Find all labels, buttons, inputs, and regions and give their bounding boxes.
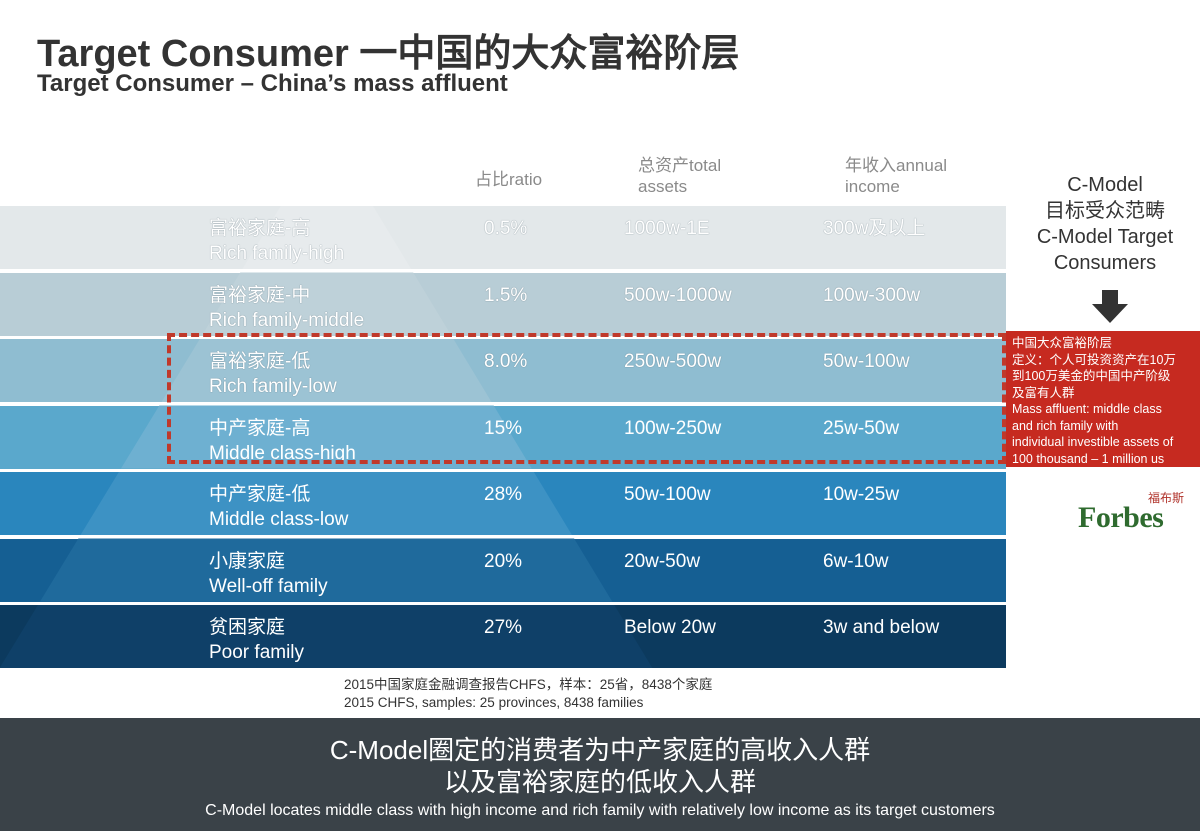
source-cn: 2015中国家庭金融调查报告CHFS，样本：25省，8438个家庭 [344,677,713,692]
page-subtitle: Target Consumer – China’s mass affluent [37,70,508,97]
row-label-en: Rich family-middle [209,309,365,331]
row-assets: 100w-250w [624,417,722,439]
forbes-logo-word: Forbes [1078,501,1164,534]
table-row: 富裕家庭-低 Rich family-low 8.0% 250w-500w 50… [0,339,1006,402]
pyramid-segment [201,272,452,336]
row-ratio: 20% [484,550,523,572]
row-label: 中产家庭-高 Middle class-high [209,416,356,466]
table-row: 中产家庭-高 Middle class-high 15% 100w-250w 2… [0,406,1006,469]
row-label-en: Middle class-low [209,509,349,530]
banner-line1: C-Model圈定的消费者为中产家庭的高收入人群 [329,735,871,765]
row-label-en: Poor family [209,642,305,663]
row-label: 贫困家庭 Poor family [209,615,304,665]
header-income: 年收入annual income [845,155,947,197]
row-ratio: 28% [484,484,523,505]
definition-line2: 定义：个人可投资资产在10万 [1012,352,1176,367]
row-ratio: 15% [484,417,523,439]
row-assets: 20w-50w [624,550,701,572]
row-label: 富裕家庭-高 Rich family-high [209,216,344,266]
row-label: 富裕家庭-中 Rich family-middle [209,283,364,333]
cmodel-line1: C-Model [1067,174,1143,196]
source-note: 2015中国家庭金融调查报告CHFS，样本：25省，8438个家庭 2015 C… [344,676,712,712]
row-label-en: Middle class-high [209,442,356,464]
banner-line2: 以及富裕家庭的低收入人群 [443,767,756,797]
row-income: 300w及以上 [823,218,926,239]
row-label-en: Well-off family [209,575,328,597]
row-label: 中产家庭-低 Middle class-low [209,482,348,532]
row-label-cn: 中产家庭-高 [209,417,311,439]
page-title: Target Consumer 一中国的大众富裕阶层 [37,33,740,75]
row-label: 小康家庭 Well-off family [209,549,328,599]
definition-line7: individual investible assets of [1012,435,1174,449]
table-row: 富裕家庭-高 Rich family-high 0.5% 1000w-1E 30… [0,206,1006,269]
definition-line1: 中国大众富裕阶层 [1012,336,1113,350]
row-label-en: Rich family-high [209,243,345,264]
row-ratio: 0.5% [484,218,528,239]
row-assets: 50w-100w [624,484,711,505]
table-row: 富裕家庭-中 Rich family-middle 1.5% 500w-1000… [0,273,1006,336]
forbes-logo: 福布斯 Forbes [1078,491,1188,535]
source-en: 2015 CHFS, samples: 25 provinces, 8438 f… [344,695,644,710]
definition-line4: 及富有人群 [1012,385,1075,400]
header-ratio: 占比ratio [475,170,543,189]
pyramid-segment [40,538,613,602]
table-row: 贫困家庭 Poor family 27% Below 20w 3w and be… [0,605,1006,668]
arrow-down-icon [1092,290,1128,323]
forbes-logo-cn: 福布斯 [1147,491,1184,505]
pyramid-segment [242,206,412,269]
definition-line8: 100 thousand – 1 million us [1012,451,1165,466]
cmodel-line4: Consumers [1053,252,1157,274]
table-row: 中产家庭-低 Middle class-low 28% 50w-100w 10w… [0,472,1006,535]
row-assets: 250w-500w [624,351,722,372]
header-assets: 总资产total assets [638,155,721,197]
pyramid-segment [120,405,532,469]
row-label-cn: 贫困家庭 [209,617,286,638]
row-income: 25w-50w [823,417,900,439]
pyramid-segment [0,605,653,668]
row-assets: 1000w-1E [624,218,710,239]
pyramid-segment [80,472,572,535]
banner-line3: C-Model locates middle class with high i… [205,802,995,819]
row-assets: Below 20w [624,617,716,638]
row-label-cn: 富裕家庭-中 [209,284,311,306]
row-ratio: 8.0% [484,351,528,372]
table-row: 小康家庭 Well-off family 20% 20w-50w 6w-10w [0,539,1006,602]
row-label-cn: 富裕家庭-低 [209,351,311,372]
header-income-en: income [845,177,900,196]
header-income-cn: 年收入annual [845,156,948,175]
row-label-en: Rich family-low [209,376,337,397]
row-income: 3w and below [823,617,940,638]
definition-box: 中国大众富裕阶层 定义：个人可投资资产在10万 到100万美金的中国中产阶级 及… [1006,331,1200,467]
cmodel-line3: C-Model Target [1036,226,1174,248]
row-income: 10w-25w [823,484,900,505]
pyramid-segment [161,339,492,402]
header-assets-en: assets [638,177,688,196]
row-assets: 500w-1000w [624,284,732,306]
row-label-cn: 小康家庭 [209,550,286,572]
conclusion-banner: C-Model圈定的消费者为中产家庭的高收入人群 以及富裕家庭的低收入人群 C-… [0,718,1200,831]
target-highlight-box [167,333,1006,464]
row-ratio: 27% [484,617,523,638]
row-band [0,272,1006,336]
row-label-cn: 富裕家庭-高 [209,218,311,239]
cmodel-target-label: C-Model 目标受众范畴 C-Model Target Consumers [1010,172,1200,276]
cmodel-line2: 目标受众范畴 [1045,200,1165,222]
definition-line5: Mass affluent: middle class [1012,402,1162,416]
row-income: 100w-300w [823,284,921,306]
row-ratio: 1.5% [484,284,528,306]
row-label: 富裕家庭-低 Rich family-low [209,349,337,399]
row-income: 50w-100w [823,351,910,372]
header-assets-cn: 总资产total [638,156,722,175]
definition-line6: and rich family with [1012,418,1119,433]
row-band [0,206,1006,269]
row-label-cn: 中产家庭-低 [209,484,311,505]
definition-line3: 到100万美金的中国中产阶级 [1012,369,1171,383]
row-income: 6w-10w [823,550,889,572]
